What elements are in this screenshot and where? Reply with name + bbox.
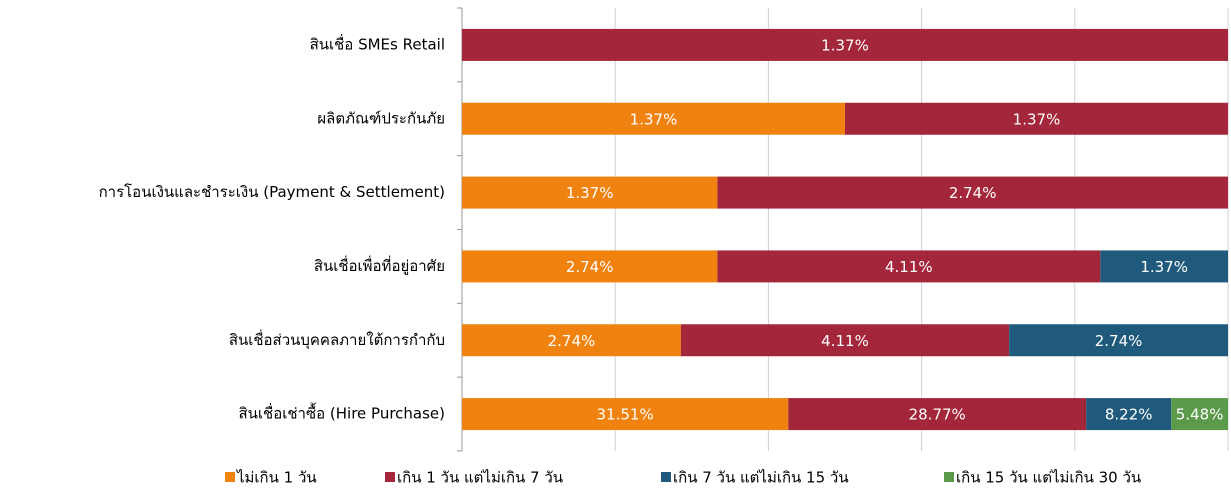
bar-segment — [462, 324, 681, 357]
bar-segment — [717, 176, 1228, 209]
value-label: 2.74% — [1095, 332, 1143, 350]
value-label: 4.11% — [821, 332, 869, 350]
bar-segment — [1171, 398, 1228, 431]
value-label: 4.11% — [885, 258, 933, 276]
legend-label: ไม่เกิน 1 วัน — [236, 469, 317, 487]
value-label: 1.37% — [630, 110, 678, 128]
legend-swatch — [385, 472, 395, 482]
legend-label: เกิน 1 วัน แต่ไม่เกิน 7 วัน — [397, 469, 563, 487]
value-label: 2.74% — [949, 184, 997, 202]
value-label: 1.37% — [1140, 258, 1188, 276]
bar-segment — [845, 102, 1228, 135]
bar-segment — [1009, 324, 1228, 357]
value-label: 31.51% — [597, 406, 654, 424]
y-tick-label: สินเชื่อเช่าซื้อ (Hire Purchase) — [238, 403, 445, 423]
value-label: 5.48% — [1176, 406, 1224, 424]
y-tick-label: สินเชื่อ SMEs Retail — [310, 33, 445, 53]
y-tick-label: ผลิตภัณฑ์ประกันภัย — [317, 109, 445, 127]
legend-label: เกิน 7 วัน แต่ไม่เกิน 15 วัน — [673, 469, 849, 487]
value-label: 2.74% — [548, 332, 596, 350]
bar-segment — [680, 324, 1010, 357]
bar-segment — [1086, 398, 1172, 431]
bar-segment — [462, 176, 718, 209]
legend-swatch — [661, 472, 671, 482]
bar-segment — [462, 102, 845, 135]
bar-segment — [788, 398, 1087, 431]
bar-segment — [462, 398, 789, 431]
value-label: 1.37% — [566, 184, 614, 202]
legend-swatch — [944, 472, 954, 482]
bar-segment — [462, 28, 1228, 61]
y-tick-label: สินเชื่อส่วนบุคคลภายใต้การกำกับ — [229, 329, 445, 350]
bar-segment — [1100, 250, 1228, 283]
value-label: 1.37% — [1013, 110, 1061, 128]
value-label: 28.77% — [909, 406, 966, 424]
value-label: 1.37% — [821, 36, 869, 54]
bar-segment — [717, 250, 1101, 283]
y-tick-label: สินเชื่อเพื่อที่อยู่อาศัย — [314, 255, 445, 275]
value-label: 8.22% — [1105, 406, 1153, 424]
value-label: 2.74% — [566, 258, 614, 276]
legend-label: เกิน 15 วัน แต่ไม่เกิน 30 วัน — [956, 469, 1141, 487]
bar-segment — [462, 250, 718, 283]
y-tick-label: การโอนเงินและชำระเงิน (Payment & Settlem… — [99, 183, 445, 201]
legend-swatch — [225, 472, 235, 482]
